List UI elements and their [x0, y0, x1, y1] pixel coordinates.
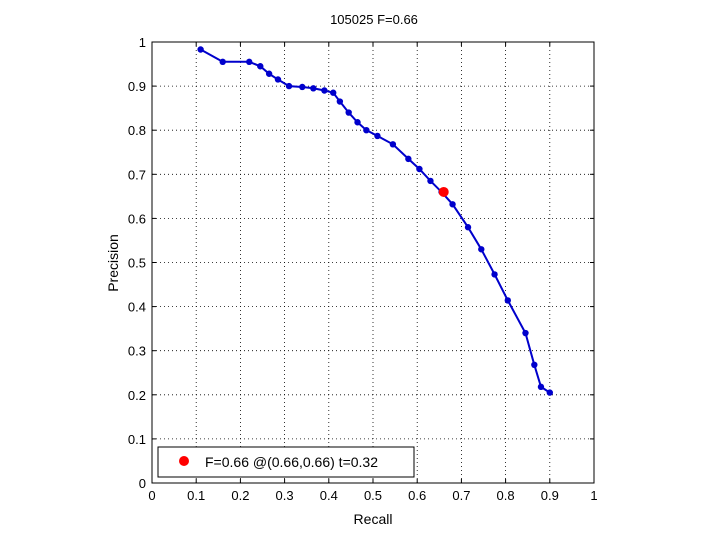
x-tick-label: 0.9	[541, 488, 559, 503]
optimal-f-point	[438, 186, 449, 197]
y-tick-label: 0.3	[128, 344, 146, 359]
data-point	[389, 141, 397, 148]
legend: F=0.66 @(0.66,0.66) t=0.32	[157, 446, 415, 478]
highlight-layer	[438, 186, 449, 197]
x-tick-label: 0	[148, 488, 155, 503]
x-tick-label: 0.4	[320, 488, 338, 503]
data-point	[405, 155, 412, 163]
legend-marker	[179, 456, 189, 466]
x-tick-label: 0.5	[364, 488, 382, 503]
legend-label: F=0.66 @(0.66,0.66) t=0.32	[205, 454, 378, 470]
y-tick-label: 0.2	[128, 388, 146, 403]
x-tick-label: 0.8	[497, 488, 515, 503]
x-tick-label: 0.3	[276, 488, 294, 503]
data-point	[504, 297, 512, 304]
x-tick-label: 0.1	[187, 488, 205, 503]
y-tick-label: 0.8	[128, 123, 146, 138]
data-point	[321, 87, 328, 94]
chart-title: 105025 F=0.66	[330, 12, 418, 27]
data-point	[265, 70, 273, 77]
data-point	[416, 165, 423, 173]
data-point	[427, 177, 434, 185]
y-tick-label: 0.1	[128, 432, 146, 447]
data-point	[374, 132, 381, 140]
data-point	[299, 83, 306, 91]
data-point	[345, 109, 352, 116]
x-tick-label: 0.7	[452, 488, 470, 503]
data-point	[330, 89, 337, 96]
y-tick-label: 0.6	[128, 211, 146, 226]
data-point	[491, 271, 498, 278]
series-line	[200, 48, 551, 394]
x-axis-label: Recall	[354, 511, 393, 527]
data-point	[285, 82, 293, 90]
data-point	[274, 76, 282, 83]
y-tick-label: 0.4	[128, 300, 146, 315]
y-axis-label: Precision	[105, 234, 121, 292]
data-point	[219, 58, 226, 66]
data-point	[246, 58, 253, 66]
data-point	[310, 85, 317, 92]
y-tick-label: 1	[139, 35, 146, 50]
data-point	[257, 63, 264, 70]
y-axis-ticks: 0 0.1 0.2 0.3 0.4 0.5 0.6 0.7 0.8 0.9 1	[128, 35, 594, 491]
x-tick-label: 0.2	[231, 488, 249, 503]
data-point	[546, 389, 553, 396]
data-point	[449, 201, 456, 208]
data-point	[522, 329, 529, 337]
data-point	[464, 224, 472, 231]
data-point	[336, 98, 344, 105]
y-tick-label: 0	[139, 476, 146, 491]
grid-lines	[152, 42, 594, 483]
data-point	[537, 383, 545, 391]
y-tick-label: 0.7	[128, 167, 146, 182]
data-point	[197, 46, 204, 53]
data-point	[478, 246, 485, 253]
x-tick-label: 1	[590, 488, 597, 503]
data-point	[363, 127, 370, 134]
data-point	[354, 119, 361, 126]
x-axis-ticks: 0 0.1 0.2 0.3 0.4 0.5 0.6 0.7 0.8 0.9 1	[148, 42, 598, 503]
series-layer	[197, 46, 553, 396]
x-tick-label: 0.6	[408, 488, 426, 503]
data-point	[531, 361, 538, 369]
y-tick-label: 0.9	[128, 79, 146, 94]
y-tick-label: 0.5	[128, 256, 146, 271]
legend-box	[157, 446, 415, 478]
